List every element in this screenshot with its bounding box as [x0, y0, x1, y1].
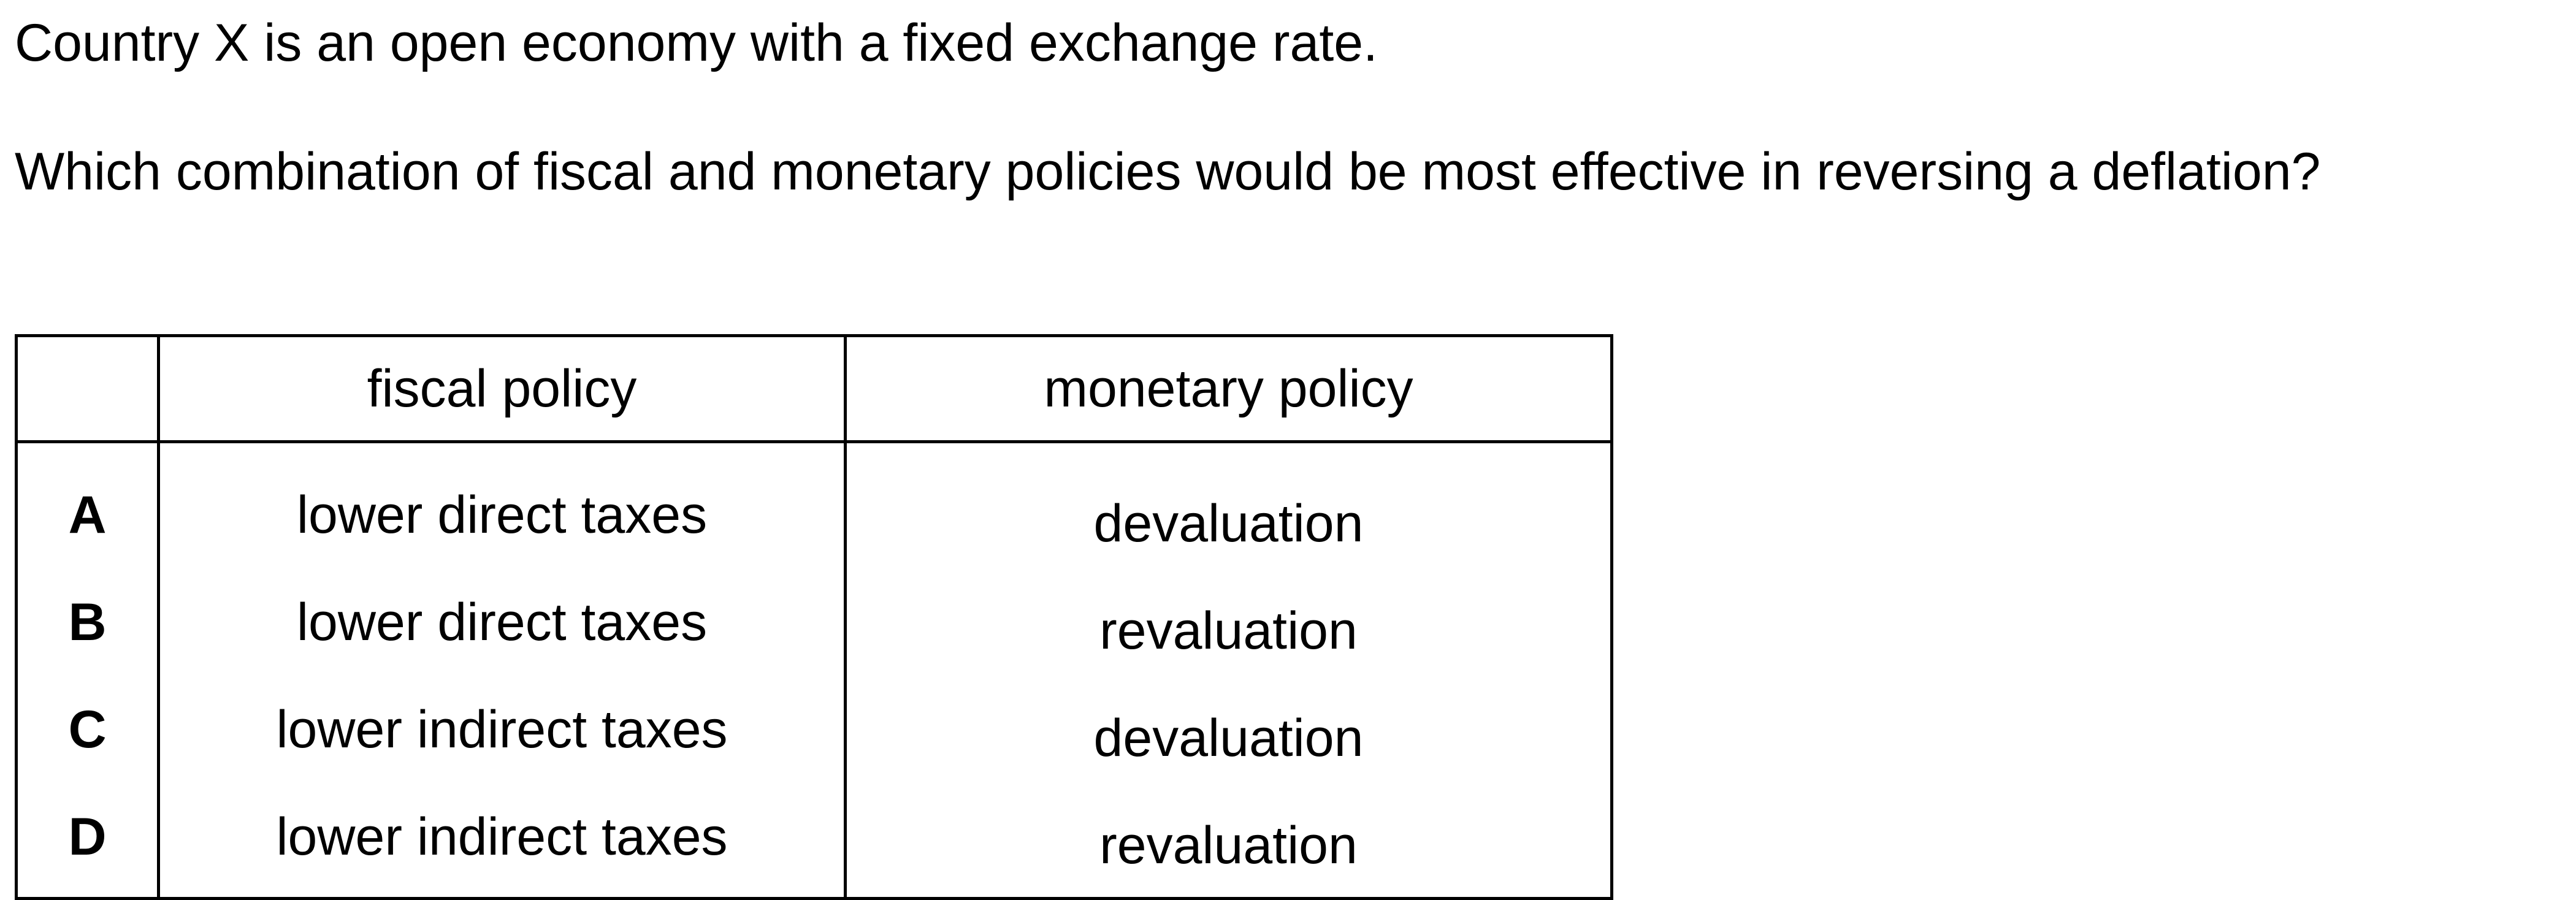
header-monetary-policy: monetary policy — [844, 334, 1613, 443]
option-letter: B — [15, 569, 160, 676]
monetary-policy-text: devaluation — [1093, 709, 1364, 768]
monetary-policy-text: revaluation — [1099, 601, 1358, 660]
monetary-policy-cell: devaluation — [844, 676, 1613, 784]
monetary-policy-text: devaluation — [1093, 494, 1364, 553]
table-header-row: fiscal policy monetary policy — [15, 334, 1613, 443]
option-letter: A — [15, 441, 160, 569]
header-option — [15, 334, 160, 443]
fiscal-policy-cell: lower direct taxes — [157, 569, 847, 676]
monetary-policy-cell: devaluation — [844, 441, 1613, 569]
option-letter: D — [15, 784, 160, 899]
header-fiscal-policy: fiscal policy — [157, 334, 847, 443]
question-prompt: Which combination of fiscal and monetary… — [15, 142, 2321, 201]
answer-options-table: fiscal policy monetary policy A lower di… — [15, 334, 1613, 900]
fiscal-policy-cell: lower indirect taxes — [157, 784, 847, 899]
fiscal-policy-cell: lower direct taxes — [157, 441, 847, 569]
monetary-policy-cell: revaluation — [844, 784, 1613, 899]
question-intro: Country X is an open economy with a fixe… — [15, 13, 1378, 72]
table-row: B lower direct taxes revaluation — [15, 569, 1613, 676]
fiscal-policy-cell: lower indirect taxes — [157, 676, 847, 784]
table-row: A lower direct taxes devaluation — [15, 441, 1613, 569]
monetary-policy-cell: revaluation — [844, 569, 1613, 676]
monetary-policy-text: revaluation — [1099, 816, 1358, 875]
option-letter: C — [15, 676, 160, 784]
table-row: D lower indirect taxes revaluation — [15, 784, 1613, 899]
table-row: C lower indirect taxes devaluation — [15, 676, 1613, 784]
